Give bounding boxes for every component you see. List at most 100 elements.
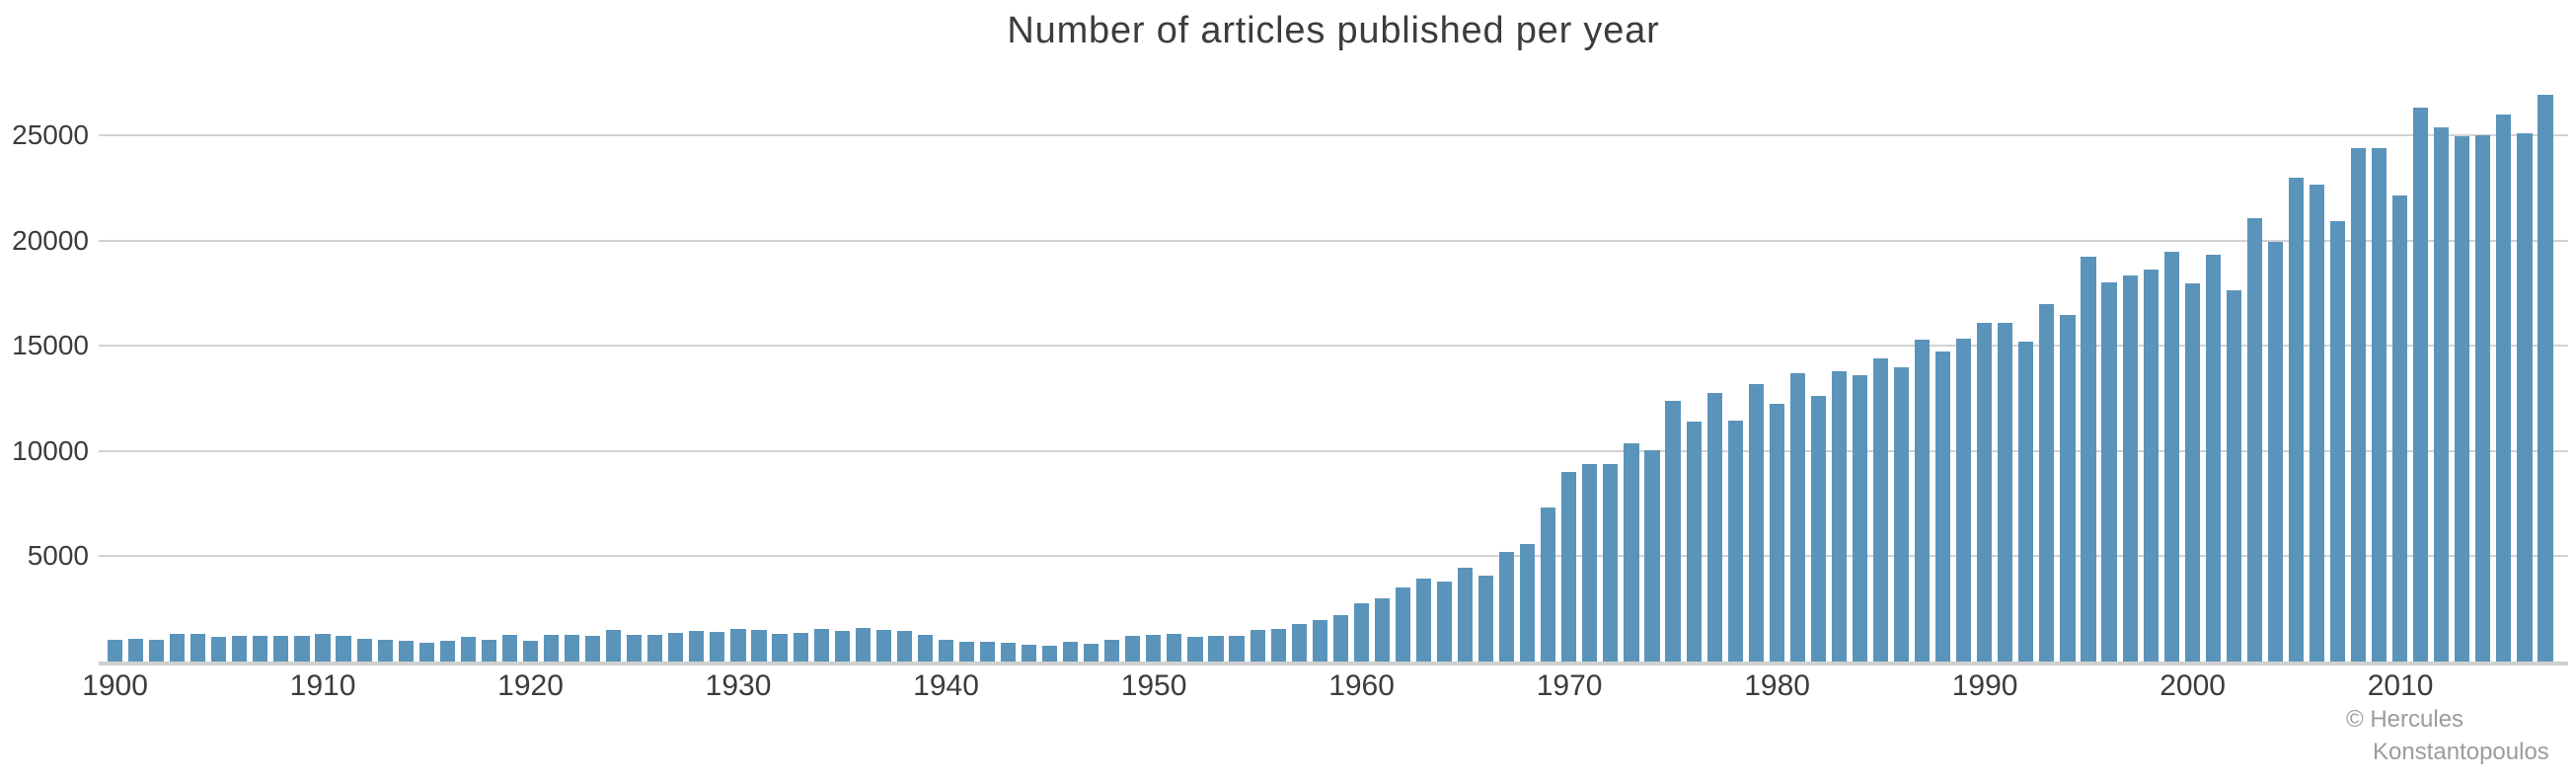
bar-slot-1925: [624, 59, 644, 662]
bar-year-1921: [543, 635, 560, 662]
bar-slot-1916: [437, 59, 458, 662]
bar-year-1916: [439, 641, 455, 662]
bar-year-1918: [481, 640, 496, 662]
bar-slot-1973: [1621, 59, 1641, 662]
bar-slot-1939: [915, 59, 936, 662]
bar-slot-1987: [1912, 59, 1932, 662]
bar-year-1979: [1748, 383, 1764, 662]
bar-year-1939: [917, 634, 933, 662]
bar-year-1987: [1915, 339, 1931, 662]
bar-slot-1994: [2057, 59, 2078, 662]
bar-slot-1968: [1517, 59, 1538, 662]
bar-year-1911: [336, 635, 351, 662]
bar-year-1901: [128, 638, 144, 662]
bar-slot-1993: [2036, 59, 2057, 662]
chart-title: Number of articles published per year: [1007, 10, 1660, 51]
bar-year-1954: [1229, 635, 1245, 662]
x-axis-tick-label-1920: 1920: [497, 669, 564, 702]
bar-year-1951: [1167, 633, 1182, 662]
bar-year-1993: [2039, 303, 2055, 662]
bar-year-1903: [170, 634, 186, 662]
bar-slot-1914: [396, 59, 417, 662]
bar-year-1925: [627, 635, 643, 662]
bar-year-2003: [2246, 218, 2262, 662]
bar-year-1982: [1810, 396, 1826, 662]
bar-slot-1908: [270, 59, 291, 662]
bar-slot-2010: [2389, 59, 2410, 662]
bar-year-1920: [522, 641, 539, 662]
bar-year-1917: [460, 637, 476, 662]
bar-year-1914: [398, 641, 414, 662]
bar-slot-1986: [1891, 59, 1912, 662]
bar-year-1949: [1125, 635, 1141, 662]
bar-year-1947: [1084, 643, 1099, 662]
bar-slot-2012: [2431, 59, 2452, 662]
bar-slot-1982: [1808, 59, 1829, 662]
bar-slot-1964: [1434, 59, 1455, 662]
bar-slot-1935: [832, 59, 853, 662]
bar-year-1965: [1458, 568, 1474, 662]
bar-year-1977: [1706, 393, 1722, 662]
bar-slot-2015: [2493, 59, 2514, 662]
bar-year-1900: [107, 639, 123, 662]
bar-slot-2008: [2348, 59, 2369, 662]
bar-slot-2001: [2203, 59, 2224, 662]
bar-slot-1956: [1268, 59, 1289, 662]
bar-year-1943: [1000, 643, 1017, 662]
bar-year-1902: [149, 640, 165, 662]
bar-slot-2013: [2452, 59, 2472, 662]
bar-slot-1999: [2161, 59, 2182, 662]
bar-slot-1941: [956, 59, 977, 662]
bar-slot-2005: [2286, 59, 2307, 662]
bar-slot-1979: [1746, 59, 1767, 662]
bar-slot-1970: [1558, 59, 1579, 662]
bar-year-1927: [668, 632, 684, 662]
bar-slot-1918: [479, 59, 499, 662]
bar-slot-1953: [1205, 59, 1226, 662]
bar-slot-1931: [748, 59, 769, 662]
bar-year-2009: [2372, 148, 2387, 662]
bar-year-1955: [1250, 630, 1265, 662]
bar-slot-1960: [1351, 59, 1372, 662]
bar-slot-1984: [1850, 59, 1870, 662]
bar-year-1962: [1395, 587, 1410, 662]
x-axis-line: [99, 662, 2568, 665]
bar-year-2013: [2455, 136, 2470, 662]
bar-year-2005: [2288, 178, 2305, 662]
bar-slot-1907: [250, 59, 270, 662]
bar-year-1997: [2122, 275, 2138, 662]
bar-year-1945: [1042, 646, 1058, 662]
bar-year-1960: [1353, 602, 1369, 662]
bar-year-1942: [979, 642, 996, 662]
bar-slot-1988: [1932, 59, 1953, 662]
bar-year-1978: [1727, 420, 1743, 662]
bar-slot-1900: [105, 59, 125, 662]
bar-slot-1917: [458, 59, 479, 662]
bar-slot-1940: [936, 59, 956, 662]
bar-slot-2017: [2535, 59, 2555, 662]
bar-slot-1969: [1538, 59, 1558, 662]
bar-year-2015: [2496, 114, 2512, 662]
bar-slot-1904: [188, 59, 208, 662]
bar-year-2016: [2517, 133, 2533, 662]
bar-year-1967: [1499, 552, 1515, 662]
y-axis-tick-label-25000: 25000: [12, 119, 89, 150]
bar-year-1940: [938, 639, 953, 662]
y-axis-tick-label-20000: 20000: [12, 224, 89, 256]
bar-year-1933: [793, 632, 808, 662]
bar-slot-1922: [562, 59, 582, 662]
credit-line-1: © Hercules: [2346, 706, 2464, 733]
bar-year-1913: [377, 640, 393, 662]
bar-slot-1936: [853, 59, 873, 662]
bar-year-1935: [834, 631, 850, 662]
bar-slot-1920: [520, 59, 541, 662]
bar-slot-2016: [2514, 59, 2535, 662]
bar-year-1991: [1998, 322, 2013, 662]
x-axis-tick-label-2010: 2010: [2367, 669, 2434, 702]
x-axis-tick-label-1950: 1950: [1120, 669, 1187, 702]
bar-year-2012: [2434, 127, 2450, 662]
bar-slot-1947: [1081, 59, 1101, 662]
bar-slot-1974: [1641, 59, 1662, 662]
bars-row: [105, 59, 2556, 662]
bar-slot-1944: [1019, 59, 1039, 662]
